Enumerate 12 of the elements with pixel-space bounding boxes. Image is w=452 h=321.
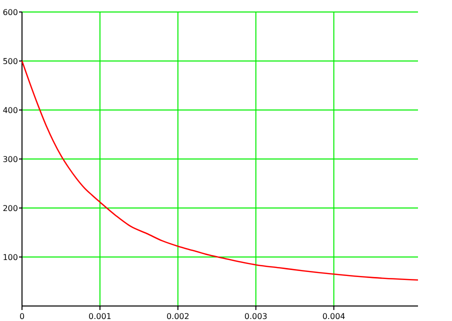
line-series — [21, 60, 419, 281]
x-tick-label: 0.002 — [166, 312, 190, 321]
x-tick-label: 0.001 — [88, 312, 112, 321]
y-tick-label: 100 — [2, 253, 18, 262]
x-tick-label: 0.003 — [244, 312, 268, 321]
y-tick-label: 200 — [2, 204, 18, 213]
y-tick-label: 400 — [2, 106, 18, 115]
x-tick-label: 0 — [19, 312, 25, 321]
y-tick-label: 500 — [2, 57, 18, 66]
y-tick-label: 600 — [2, 8, 18, 17]
x-tick-label: 0.004 — [322, 312, 346, 321]
y-tick-label: 300 — [2, 155, 18, 164]
